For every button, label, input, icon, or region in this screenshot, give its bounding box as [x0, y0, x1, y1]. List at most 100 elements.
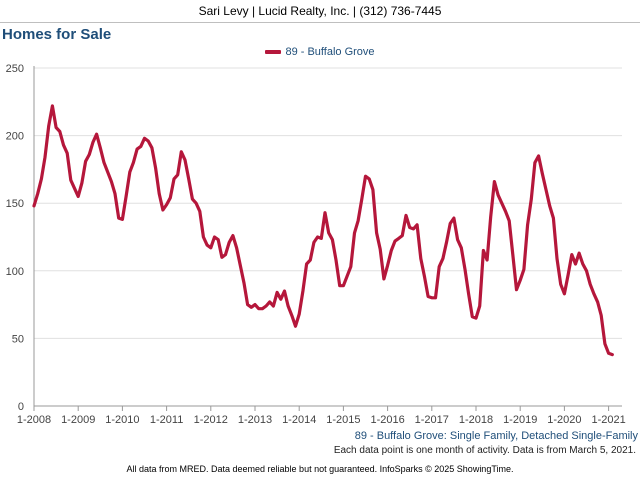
- data-point: [582, 263, 584, 265]
- x-tick-label: 1-2021: [591, 414, 625, 426]
- data-point: [187, 178, 190, 180]
- data-point: [298, 313, 301, 315]
- data-point: [397, 237, 400, 240]
- data-point: [401, 234, 404, 237]
- data-point: [548, 205, 551, 207]
- data-point: [368, 178, 371, 180]
- data-point: [129, 171, 131, 173]
- data-note: Each data point is one month of activity…: [333, 445, 636, 456]
- data-point: [51, 105, 54, 107]
- chart-title: Homes for Sale: [2, 26, 112, 43]
- data-point: [571, 253, 573, 256]
- data-point: [526, 224, 529, 226]
- data-point: [287, 305, 289, 307]
- y-tick-label: 200: [6, 131, 24, 143]
- data-point: [364, 175, 367, 177]
- data-point: [372, 188, 374, 191]
- data-point: [106, 171, 109, 173]
- data-point: [235, 247, 238, 249]
- data-point: [567, 274, 569, 276]
- data-point: [537, 155, 540, 157]
- data-point: [467, 293, 470, 295]
- data-point: [283, 290, 286, 292]
- grid-lines: [34, 67, 622, 339]
- data-point: [442, 257, 444, 260]
- data-point: [191, 198, 194, 200]
- data-point: [151, 147, 153, 149]
- data-point: [445, 241, 448, 244]
- data-point: [408, 226, 411, 229]
- data-point: [261, 307, 264, 310]
- data-point: [431, 297, 433, 299]
- data-point: [475, 317, 477, 319]
- data-point: [379, 248, 382, 250]
- data-point: [143, 137, 146, 140]
- data-point: [438, 265, 441, 268]
- data-point: [92, 141, 94, 144]
- data-point: [611, 353, 614, 356]
- data-point: [95, 133, 98, 135]
- data-point: [515, 288, 518, 291]
- data-point: [257, 307, 260, 310]
- data-point: [154, 167, 157, 169]
- data-point: [162, 209, 164, 211]
- data-point: [335, 259, 337, 261]
- x-tick-label: 1-2014: [282, 414, 316, 426]
- series-caption: 89 - Buffalo Grove: Single Family, Detac…: [354, 430, 638, 442]
- data-point: [47, 125, 50, 127]
- footer-disclaimer: All data from MRED. Data deemed reliable…: [126, 464, 514, 474]
- data-point: [272, 305, 275, 307]
- data-point: [556, 257, 558, 260]
- data-point: [390, 249, 393, 252]
- data-point: [73, 187, 76, 190]
- data-point: [239, 264, 242, 267]
- data-point: [585, 270, 588, 272]
- y-tick-labels: 0 50 100 150 200 250: [6, 63, 24, 413]
- data-point: [309, 259, 312, 261]
- data-point: [117, 217, 120, 219]
- data-point: [493, 180, 496, 183]
- data-point: [600, 314, 602, 317]
- data-point: [545, 188, 547, 191]
- agent-header-text: Sari Levy | Lucid Realty, Inc. | (312) 7…: [198, 4, 442, 18]
- data-point: [176, 174, 179, 176]
- data-point: [350, 265, 352, 268]
- data-point: [199, 210, 201, 213]
- data-point: [394, 240, 396, 242]
- data-point: [62, 144, 65, 146]
- data-point: [224, 253, 227, 256]
- data-point: [132, 161, 135, 164]
- data-point: [497, 194, 499, 196]
- data-point: [305, 263, 308, 265]
- data-point: [578, 252, 580, 254]
- data-point: [84, 160, 87, 163]
- data-point: [593, 293, 595, 295]
- data-point: [331, 238, 334, 241]
- y-tick-label: 100: [6, 266, 24, 278]
- data-point: [221, 256, 223, 259]
- y-tick-label: 50: [12, 333, 24, 345]
- data-point: [405, 214, 407, 217]
- data-point: [589, 283, 591, 286]
- data-point: [265, 305, 267, 307]
- data-point: [250, 306, 253, 309]
- data-point: [460, 247, 463, 249]
- data-point: [353, 232, 356, 234]
- data-point: [121, 218, 124, 221]
- data-point: [59, 130, 61, 133]
- data-point: [125, 195, 127, 198]
- data-point: [412, 228, 415, 230]
- data-point: [423, 275, 426, 278]
- agent-header: Sari Levy | Lucid Realty, Inc. | (312) 7…: [0, 0, 640, 23]
- axes: [33, 66, 622, 411]
- chart-legend[interactable]: 89 - Buffalo Grove: [0, 46, 640, 58]
- x-tick-label: 1-2011: [150, 414, 183, 426]
- data-point: [280, 298, 282, 301]
- x-tick-label: 1-2010: [105, 414, 139, 426]
- data-point: [375, 232, 378, 234]
- legend-swatch: [265, 50, 282, 55]
- data-point: [552, 217, 555, 219]
- data-point: [136, 148, 138, 150]
- data-point: [99, 147, 102, 149]
- data-point: [320, 237, 323, 240]
